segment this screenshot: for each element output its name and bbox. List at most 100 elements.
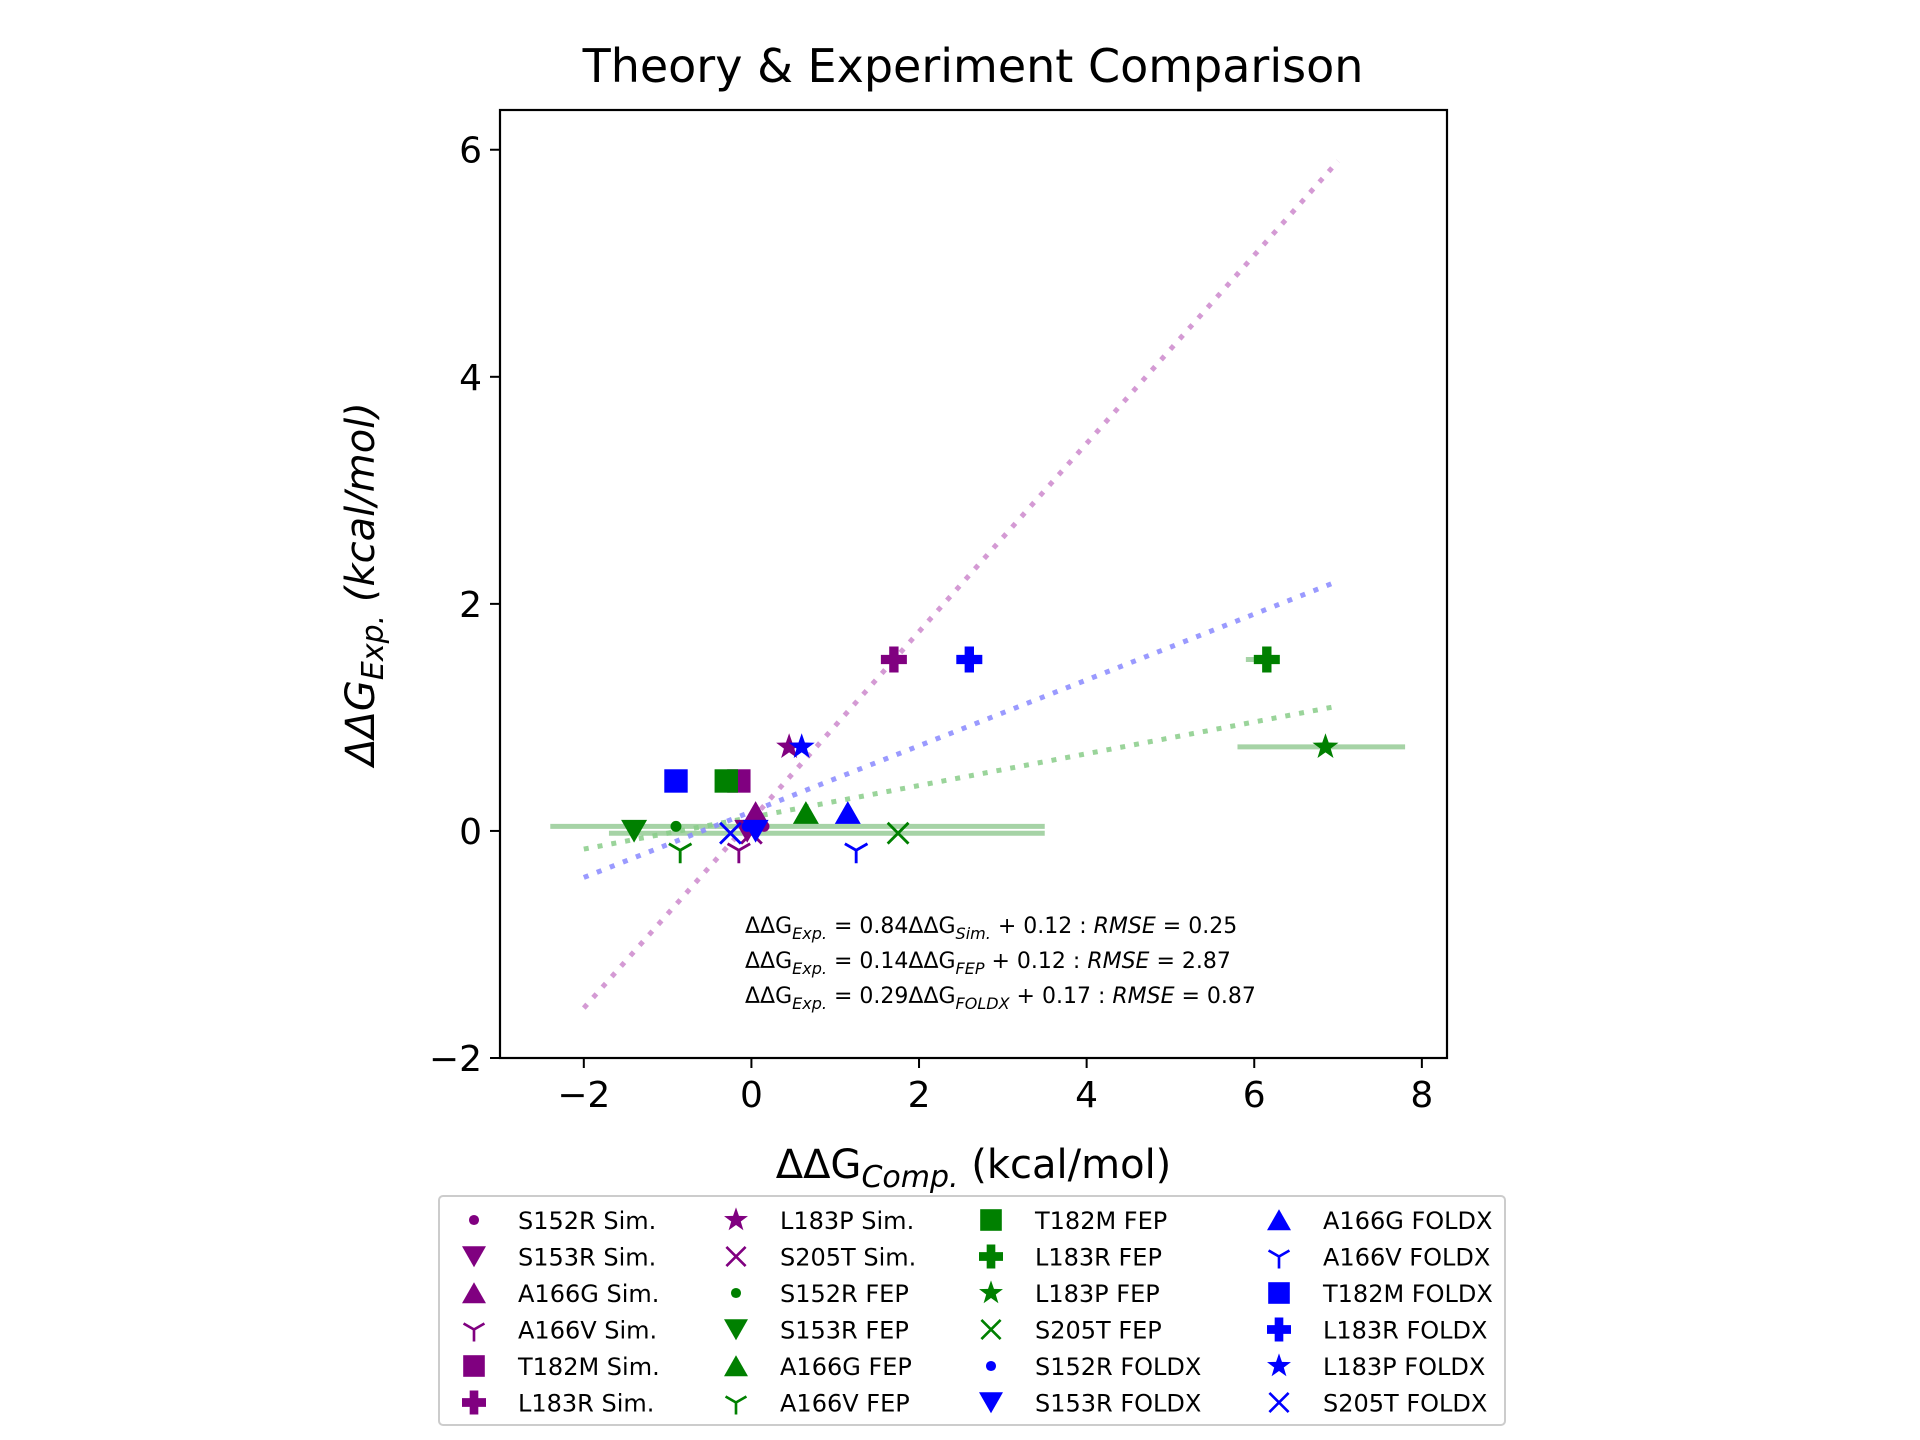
legend-marker-a166g-fep	[724, 1355, 748, 1377]
legend-label-l183r-fep: L183R FEP	[1035, 1244, 1162, 1272]
point-a166g-sim	[742, 801, 769, 824]
legend-label-a166g-sim: A166G Sim.	[518, 1280, 659, 1308]
legend-item-a166v-sim: A166V Sim.	[462, 1317, 657, 1345]
point-l183r-sim	[880, 646, 907, 673]
legend-item-l183r-sim: L183R Sim.	[462, 1390, 654, 1418]
legend-item-s152r-fep: S152R FEP	[730, 1280, 909, 1308]
legend-marker-l183r-fep	[979, 1244, 1003, 1269]
legend-label-s153r-foldx: S153R FOLDX	[1035, 1390, 1201, 1418]
legend-marker-a166v-sim	[462, 1322, 486, 1342]
point-s205t-foldx	[719, 821, 742, 845]
x-tick-label-1: 0	[740, 1075, 763, 1116]
legend-item-a166v-foldx: A166V FOLDX	[1267, 1244, 1490, 1272]
legend-marker-a166v-fep	[724, 1395, 748, 1415]
legend-marker-s205t-sim	[725, 1245, 747, 1268]
legend-marker-s153r-foldx	[979, 1392, 1003, 1414]
legend-marker-s152r-sim	[468, 1214, 480, 1226]
y-tick-label-0: −2	[429, 1039, 482, 1080]
legend-item-s205t-fep: S205T FEP	[980, 1317, 1162, 1345]
legend-label-s205t-foldx: S205T FOLDX	[1323, 1390, 1487, 1418]
legend-item-s153r-sim: S153R Sim.	[462, 1244, 656, 1272]
legend-frame	[438, 1195, 1506, 1426]
legend-marker-a166g-foldx	[1267, 1209, 1291, 1231]
plot-content	[550, 159, 1406, 1010]
legend-item-t182m-sim: T182M Sim.	[463, 1353, 660, 1381]
fit-line-foldx	[582, 578, 1339, 880]
point-t182m-foldx	[664, 769, 688, 793]
legend-label-s152r-sim: S152R Sim.	[518, 1207, 656, 1235]
legend-item-t182m-fep: T182M FEP	[980, 1207, 1167, 1235]
legend-item-l183p-foldx: L183P FOLDX	[1267, 1353, 1485, 1381]
point-s152r-fep	[670, 820, 682, 832]
y-tick-label-4: 6	[459, 131, 482, 172]
legend-label-l183r-foldx: L183R FOLDX	[1323, 1317, 1487, 1345]
plot-area: −2 0 2 4 6 8 −2 0 2 4 6 ΔΔGComp. (kcal/mol) ΔΔGExp. …	[338, 108, 1449, 1195]
legend-item-a166v-fep: A166V FEP	[724, 1390, 910, 1418]
legend-label-a166g-fep: A166G FEP	[780, 1353, 912, 1381]
x-tick-label-0: −2	[557, 1075, 610, 1116]
point-s153r-fep	[621, 819, 648, 843]
legend-item-s152r-sim: S152R Sim.	[468, 1207, 656, 1235]
legend: S152R Sim. S153R Sim. A166G Sim. A166V Sim.…	[438, 1195, 1506, 1426]
point-s153r-foldx	[742, 819, 769, 843]
legend-label-t182m-fep: T182M FEP	[1034, 1207, 1167, 1235]
legend-marker-l183p-sim	[724, 1207, 748, 1231]
fit-line-fep	[583, 703, 1339, 852]
legend-label-s152r-fep: S152R FEP	[780, 1280, 909, 1308]
y-axis-title: ΔΔGExp. (kcal/mol)	[338, 402, 391, 769]
legend-label-a166v-sim: A166V Sim.	[518, 1317, 657, 1345]
legend-item-l183r-foldx: L183R FOLDX	[1267, 1317, 1487, 1345]
point-l183r-fep	[1253, 646, 1280, 673]
plot-frame	[498, 108, 1449, 1060]
legend-marker-t182m-foldx	[1268, 1282, 1290, 1304]
legend-label-t182m-foldx: T182M FOLDX	[1322, 1280, 1493, 1308]
point-a166v-fep	[668, 842, 693, 864]
point-l183p-sim	[776, 733, 803, 758]
legend-marker-s205t-foldx	[1268, 1391, 1290, 1414]
legend-label-s152r-foldx: S152R FOLDX	[1035, 1353, 1201, 1381]
legend-label-a166g-foldx: A166G FOLDX	[1323, 1207, 1492, 1235]
legend-label-t182m-sim: T182M Sim.	[517, 1353, 660, 1381]
point-a166v-sim	[726, 842, 751, 864]
legend-marker-l183p-foldx	[1267, 1353, 1291, 1377]
legend-label-s205t-fep: S205T FEP	[1035, 1317, 1162, 1345]
legend-item-s152r-foldx: S152R FOLDX	[985, 1353, 1201, 1381]
legend-label-a166v-foldx: A166V FOLDX	[1323, 1244, 1490, 1272]
legend-label-s153r-fep: S153R FEP	[780, 1317, 909, 1345]
legend-marker-a166g-sim	[462, 1282, 486, 1304]
chart-title: Theory & Experiment Comparison	[582, 39, 1364, 93]
legend-marker-a166v-foldx	[1267, 1249, 1291, 1269]
point-l183r-foldx	[956, 646, 983, 673]
x-tick-label-4: 6	[1243, 1075, 1266, 1116]
legend-label-l183p-foldx: L183P FOLDX	[1323, 1353, 1485, 1381]
point-t182m-fep	[714, 769, 738, 793]
point-l183p-foldx	[788, 733, 815, 758]
fit-equation-1: ΔΔGExp. = 0.84ΔΔGSim. + 0.12 : RMSE = 0.…	[745, 914, 1237, 943]
legend-marker-s153r-sim	[462, 1246, 486, 1268]
legend-item-l183r-fep: L183R FEP	[979, 1244, 1162, 1272]
legend-marker-s205t-fep	[980, 1318, 1002, 1341]
legend-item-a166g-fep: A166G FEP	[724, 1353, 912, 1381]
fit-equation-3: ΔΔGExp. = 0.29ΔΔGFOLDX + 0.17 : RMSE = 0…	[745, 984, 1256, 1013]
point-l183p-fep	[1312, 733, 1339, 758]
x-tick-label-5: 8	[1410, 1075, 1433, 1116]
legend-marker-l183r-sim	[462, 1390, 486, 1415]
legend-item-a166g-foldx: A166G FOLDX	[1267, 1207, 1492, 1235]
legend-item-s153r-fep: S153R FEP	[724, 1317, 909, 1345]
x-tick-label-2: 2	[908, 1075, 931, 1116]
legend-item-s153r-foldx: S153R FOLDX	[979, 1390, 1201, 1418]
legend-marker-l183r-foldx	[1267, 1317, 1291, 1342]
legend-item-t182m-foldx: T182M FOLDX	[1268, 1280, 1493, 1308]
point-a166g-foldx	[834, 801, 861, 824]
point-s205t-fep	[886, 821, 910, 845]
y-tick-label-1: 0	[459, 812, 482, 853]
x-axis-title: ΔΔGComp. (kcal/mol)	[776, 1142, 1172, 1195]
legend-label-s153r-sim: S153R Sim.	[518, 1244, 656, 1272]
y-tick-label-3: 4	[459, 358, 482, 399]
legend-marker-l183p-fep	[979, 1280, 1003, 1304]
legend-marker-s152r-foldx	[985, 1360, 997, 1372]
point-a166v-foldx	[844, 842, 869, 864]
legend-marker-s152r-fep	[730, 1287, 742, 1299]
legend-item-l183p-fep: L183P FEP	[979, 1280, 1160, 1308]
